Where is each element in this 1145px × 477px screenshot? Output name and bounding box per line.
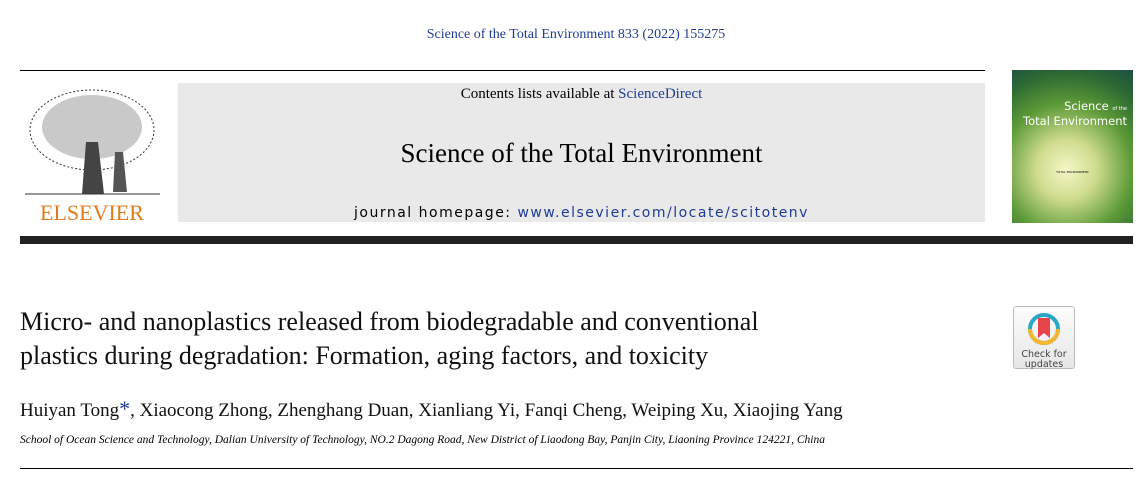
homepage-label: journal homepage: (354, 205, 518, 221)
tree-icon: ELSEVIER (25, 89, 160, 225)
journal-title: Science of the Total Environment (400, 138, 763, 168)
affiliation: School of Ocean Science and Technology, … (20, 434, 825, 446)
sciencedirect-link[interactable]: ScienceDirect (618, 86, 703, 102)
title-line: plastics during degradation: Formation, … (20, 341, 709, 370)
badge-text: Check for (1021, 349, 1067, 360)
corresponding-author-mark[interactable]: * (119, 396, 131, 421)
contents-label: Contents lists available at (460, 86, 619, 102)
header-bar (20, 236, 1133, 244)
divider (20, 70, 985, 71)
author-name[interactable]: Huiyan Tong (20, 400, 120, 421)
contents-line: Contents lists available at ScienceDirec… (178, 86, 985, 103)
cover-title: Science of the Total Environment (1023, 99, 1127, 128)
journal-cover[interactable]: Science of the Total Environment TOTAL EN… (1012, 70, 1133, 223)
article-title: Micro- and nanoplastics released from bi… (20, 305, 759, 373)
check-for-updates-button[interactable]: Check for updates (1013, 306, 1075, 370)
author-list: Huiyan Tong*, Xiaocong Zhong, Zhenghang … (20, 396, 843, 422)
elsevier-logo: ELSEVIER (20, 82, 165, 225)
homepage-link[interactable]: www.elsevier.com/locate/scitotenv (517, 205, 809, 221)
journal-citation[interactable]: Science of the Total Environment 833 (20… (426, 27, 726, 42)
badge-text: updates (1024, 359, 1064, 370)
title-line: Micro- and nanoplastics released from bi… (20, 307, 759, 336)
journal-banner: Contents lists available at ScienceDirec… (178, 83, 985, 222)
bookmark-icon (1028, 313, 1060, 345)
author-names: , Xiaocong Zhong, Zhenghang Duan, Xianli… (130, 400, 843, 421)
svg-text:ELSEVIER: ELSEVIER (40, 200, 144, 224)
cover-center-label: TOTAL ENVIRONMENT (1056, 170, 1089, 174)
divider (20, 468, 1133, 469)
homepage-line: journal homepage: www.elsevier.com/locat… (178, 205, 985, 221)
